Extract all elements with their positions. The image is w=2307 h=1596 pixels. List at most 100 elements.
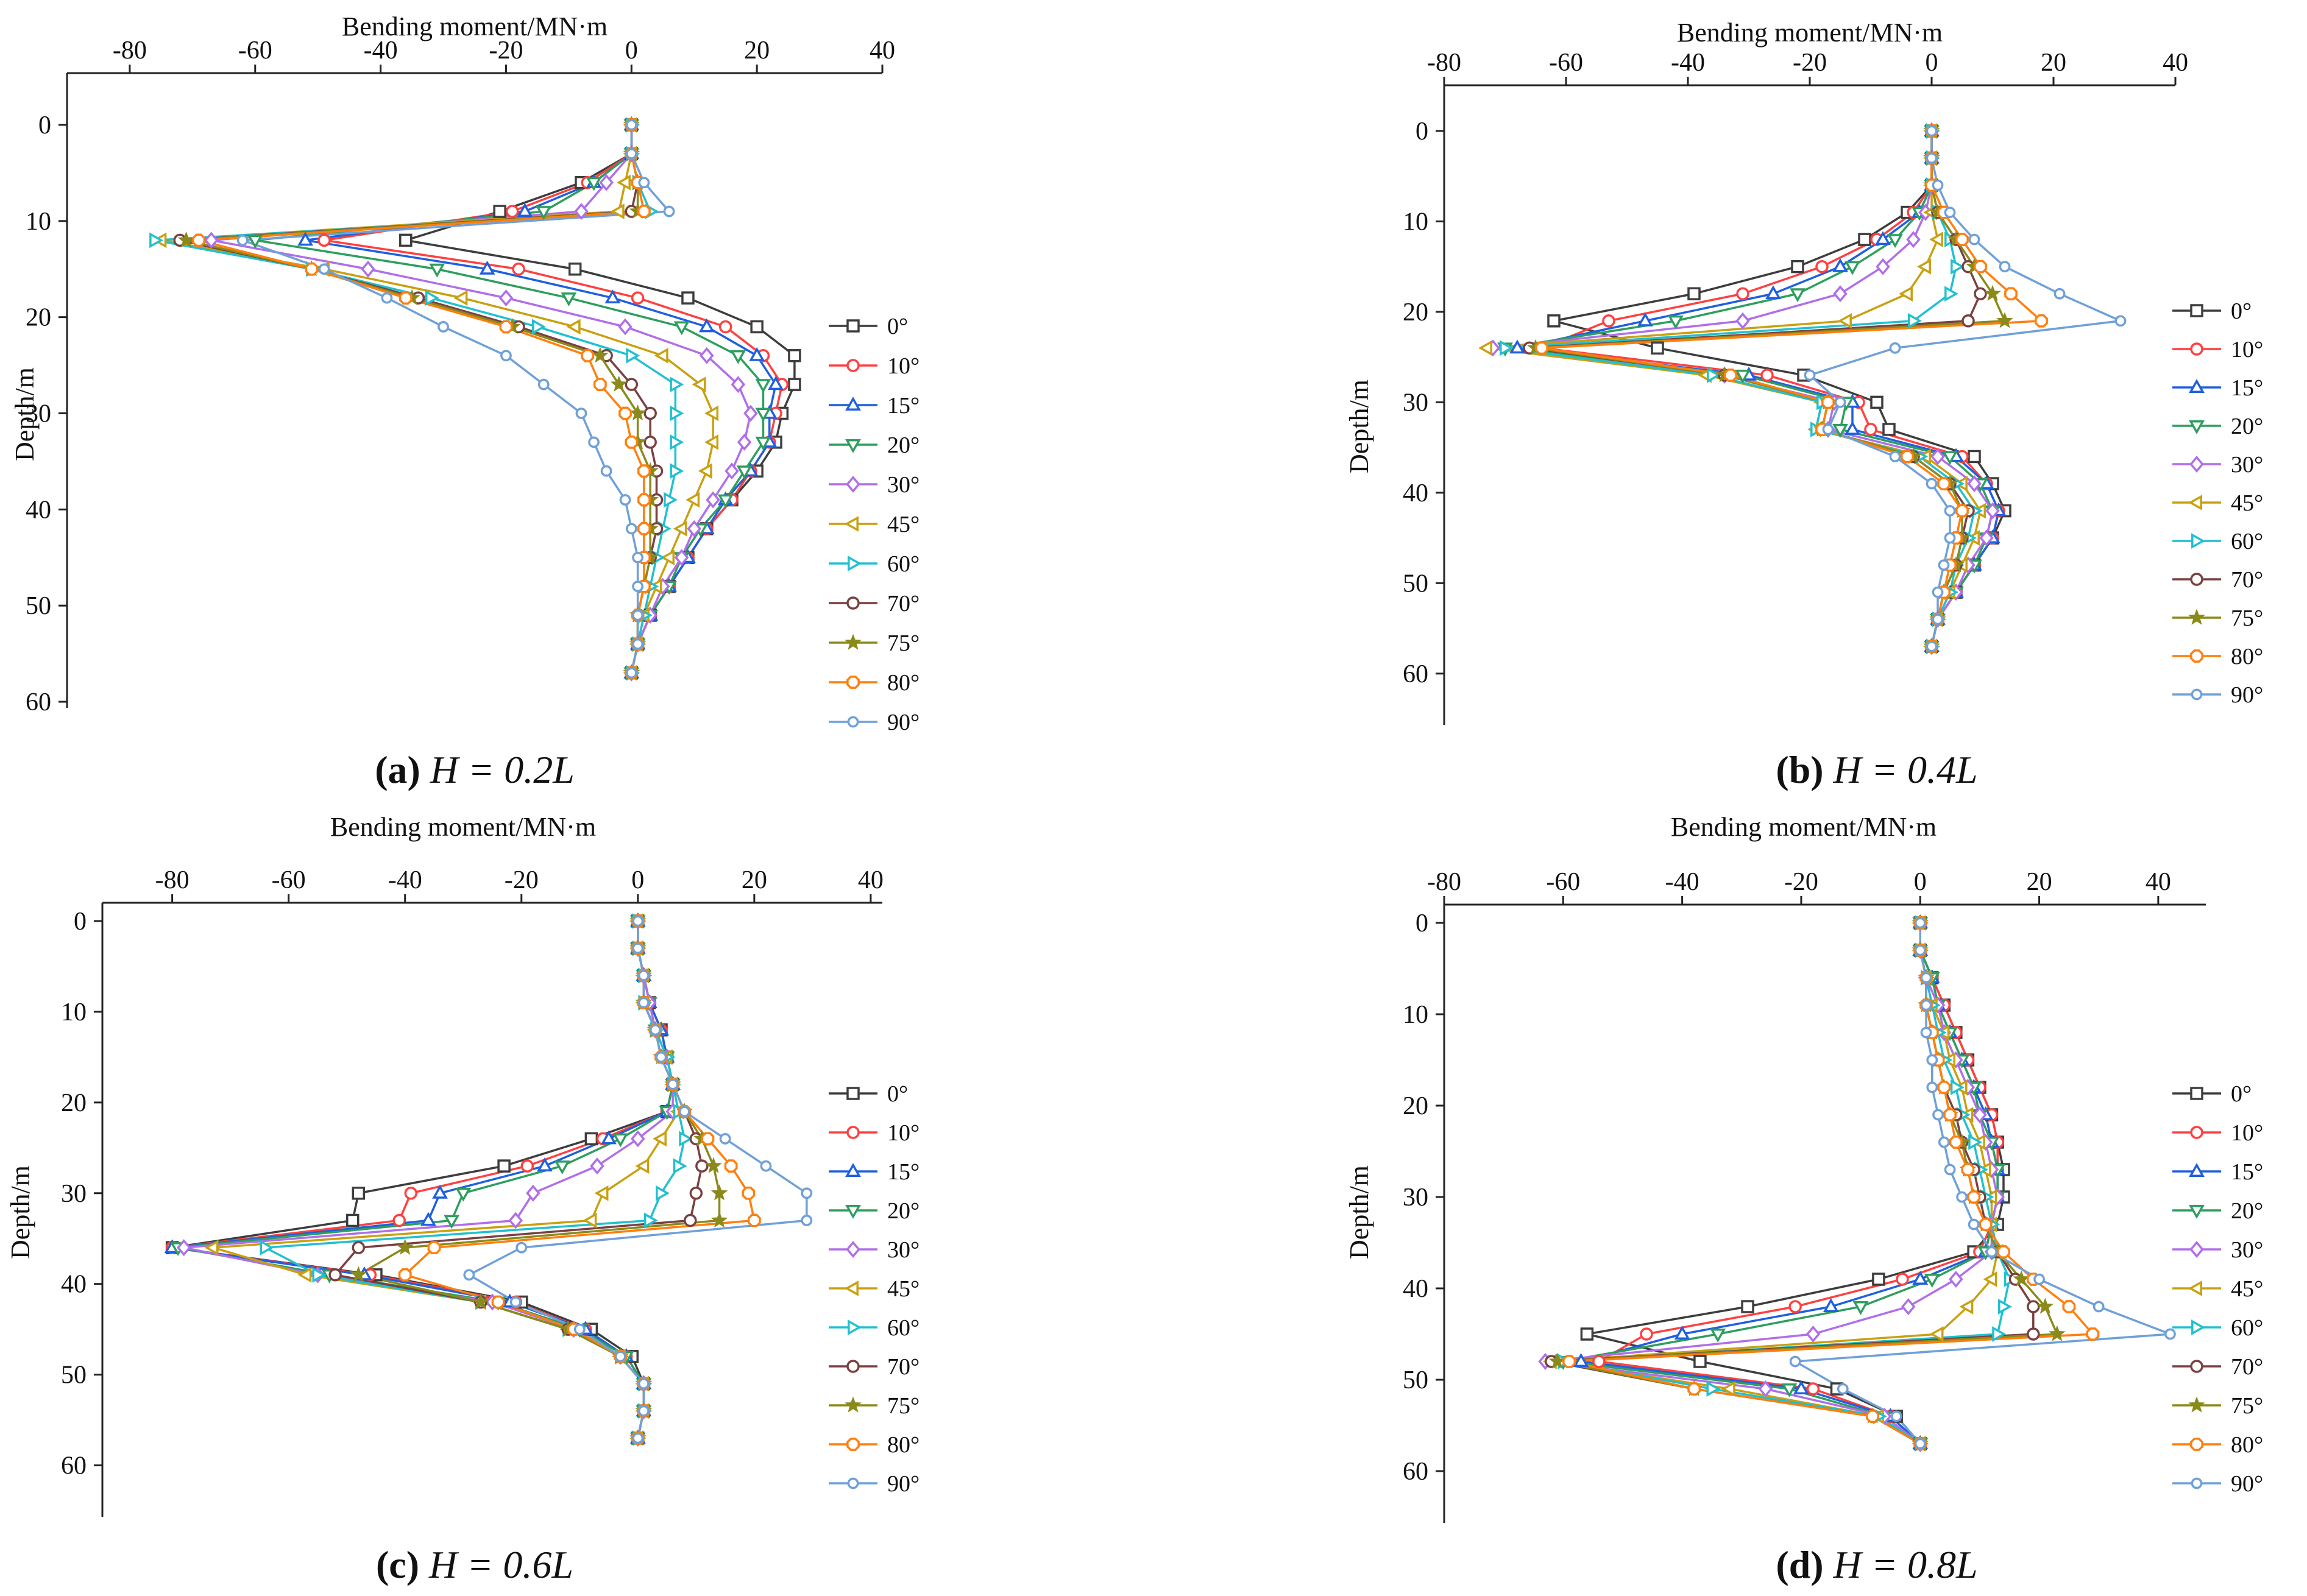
panel-d-series-10-point (1914, 944, 1926, 956)
panel-d-series-6-point (1706, 1381, 1721, 1397)
panel-b-legend-label-6: 60° (2231, 529, 2263, 554)
panel-a-series-9-point (637, 464, 651, 478)
panel-a-legend-label-10: 90° (887, 710, 920, 735)
panel-c-series-2-point (420, 1212, 436, 1226)
panel-c-series-3-point (554, 1160, 570, 1175)
panel-d-series-10-point (1956, 1191, 1968, 1203)
panel-c-ytick-label: 30 (61, 1180, 87, 1208)
panel-d-series-10-point (2033, 1273, 2045, 1285)
panel-a-series-4-point (498, 289, 514, 307)
panel-a-series-2-point (517, 203, 533, 217)
panel-a-series-4-point (725, 462, 739, 480)
panel-a-legend-label-9: 80° (887, 670, 920, 696)
panel-d-series-6-point (1992, 1326, 2007, 1342)
panel-b-xlabel: Bending moment/MN·m (1677, 18, 1943, 48)
panel-b-series-8-point (1996, 312, 2013, 328)
panel-d-series-2-point (1674, 1326, 1690, 1340)
panel-b-series-1-point (1815, 260, 1829, 274)
panel-c-xtick-label: 20 (742, 866, 767, 894)
panel-d-series-10-point (1926, 1054, 1938, 1066)
panel-d-series-2-point (1573, 1353, 1589, 1367)
panel-c-series-8-line (357, 921, 721, 1439)
panel-a-series-7-point (625, 378, 639, 391)
panel-c-series-3-point (612, 1133, 629, 1148)
panel-c-legend-label-9: 80° (887, 1432, 920, 1458)
panel-a-series-4-point (706, 491, 720, 509)
panel-d-xtick-label: -60 (1546, 868, 1580, 896)
panel-b-xtick-label: -40 (1671, 49, 1705, 77)
panel-d-series-5-point (1959, 1299, 1974, 1315)
panel-a-series-1-point (317, 233, 331, 247)
panel-d-xtick-label: -80 (1427, 868, 1461, 896)
panel-a-legend-marker-10 (847, 716, 859, 728)
panel-a-series-10-point (632, 609, 643, 621)
panel-a-series-3-point (755, 436, 771, 451)
panel-d-ytick-label: 40 (1403, 1275, 1428, 1303)
panel-c-series-3-point (455, 1187, 472, 1202)
panel-d-legend-marker-3 (2189, 1205, 2205, 1219)
panel-d-series-8-point (2013, 1270, 2030, 1287)
panel-c-legend-marker-5 (845, 1280, 859, 1296)
panel-b-series-2-point (1509, 339, 1525, 354)
panel-c-series-5-point (583, 1212, 597, 1229)
panel-a-series-0-point (568, 263, 582, 276)
panel-d-series-10-point (1920, 999, 1932, 1011)
panel-a-series-9-point (637, 493, 651, 507)
panel-c-legend-label-2: 15° (887, 1159, 920, 1185)
panel-d-series-10-point (1914, 917, 1926, 929)
panel-d-ytick-label: 10 (1403, 1001, 1428, 1029)
panel-c-series-10-point (801, 1215, 813, 1226)
panel-b-series-10-point (1944, 505, 1956, 517)
panel-b-legend-marker-3 (2189, 420, 2205, 434)
panel-d-series-8-point (2049, 1325, 2066, 1341)
panel-b-series-4-point (1967, 475, 1982, 492)
panel-a-series-2-point (297, 231, 314, 246)
panel-a-series-7-point (643, 406, 657, 420)
panel-a-series-10-point (632, 638, 643, 650)
panel-b-series-4-point (1930, 448, 1945, 465)
panel-a-series-4-point (618, 318, 633, 336)
panel-d-series-3-point (1781, 1383, 1798, 1397)
panel-a-ytick-label: 50 (26, 592, 51, 620)
panel-b-caption: (b) H = 0.4L (1776, 748, 1977, 791)
panel-d-series-2-point (1823, 1298, 1839, 1312)
panel-a-series-6-point (670, 405, 684, 422)
panel-c-letter: (c) (376, 1543, 419, 1586)
panel-b-series-6-point (1500, 340, 1514, 356)
panel-b-series-3-point (1790, 288, 1806, 303)
panel-b-ytick-label: 30 (1403, 389, 1428, 417)
panel-c-series-10-point (637, 1405, 650, 1417)
panel-a-series-2-point (698, 318, 715, 333)
panel-b-xtick-label: 0 (1926, 49, 1938, 77)
panel-c-series-6-point (643, 1212, 658, 1229)
panel-d-series-9-point (1866, 1410, 1880, 1423)
panel-b-series-9-point (2004, 287, 2018, 301)
panel-a-series-10-point (575, 408, 587, 419)
panel-a-series-0-point (750, 320, 764, 334)
panel-b-series-9-point (1901, 450, 1914, 464)
panel-c-ytick-label: 10 (61, 998, 87, 1026)
panel-a-xtick-label: -60 (238, 37, 272, 65)
panel-d-legend-label-7: 70° (2231, 1354, 2263, 1380)
panel-a-ytick-label: 20 (26, 304, 51, 332)
panel-c-series-5-point (297, 1266, 312, 1283)
panel-d-caption-expr: H = 0.8L (1833, 1543, 1978, 1586)
panel-c-series-2-line (171, 921, 674, 1439)
panel-b-legend-marker-6 (2191, 533, 2205, 549)
panel-b-series-10-point (1889, 451, 1901, 462)
panel-c-legend-marker-10 (847, 1477, 859, 1489)
panel-a-series-9-point (305, 262, 319, 276)
panel-b-series-2-point (1845, 421, 1860, 435)
panel-a-series-4-point (361, 260, 375, 278)
panel-d-ylabel: Depth/m (1344, 1165, 1374, 1259)
panel-c-series-9-point (724, 1159, 738, 1173)
panel-a-series-5-point (704, 405, 719, 422)
panel-c-series-5-point (635, 1158, 650, 1174)
panel-b-series-2-point (1832, 258, 1848, 272)
panel-a-legend-label-3: 20° (887, 433, 920, 458)
panel-a-legend-marker-0 (846, 319, 860, 333)
panel-a-series-10-point (600, 465, 612, 477)
panel-a-series-6-point (531, 319, 546, 335)
panel-c-series-10-point (632, 942, 644, 955)
panel-c-series-5-point (594, 1185, 609, 1201)
